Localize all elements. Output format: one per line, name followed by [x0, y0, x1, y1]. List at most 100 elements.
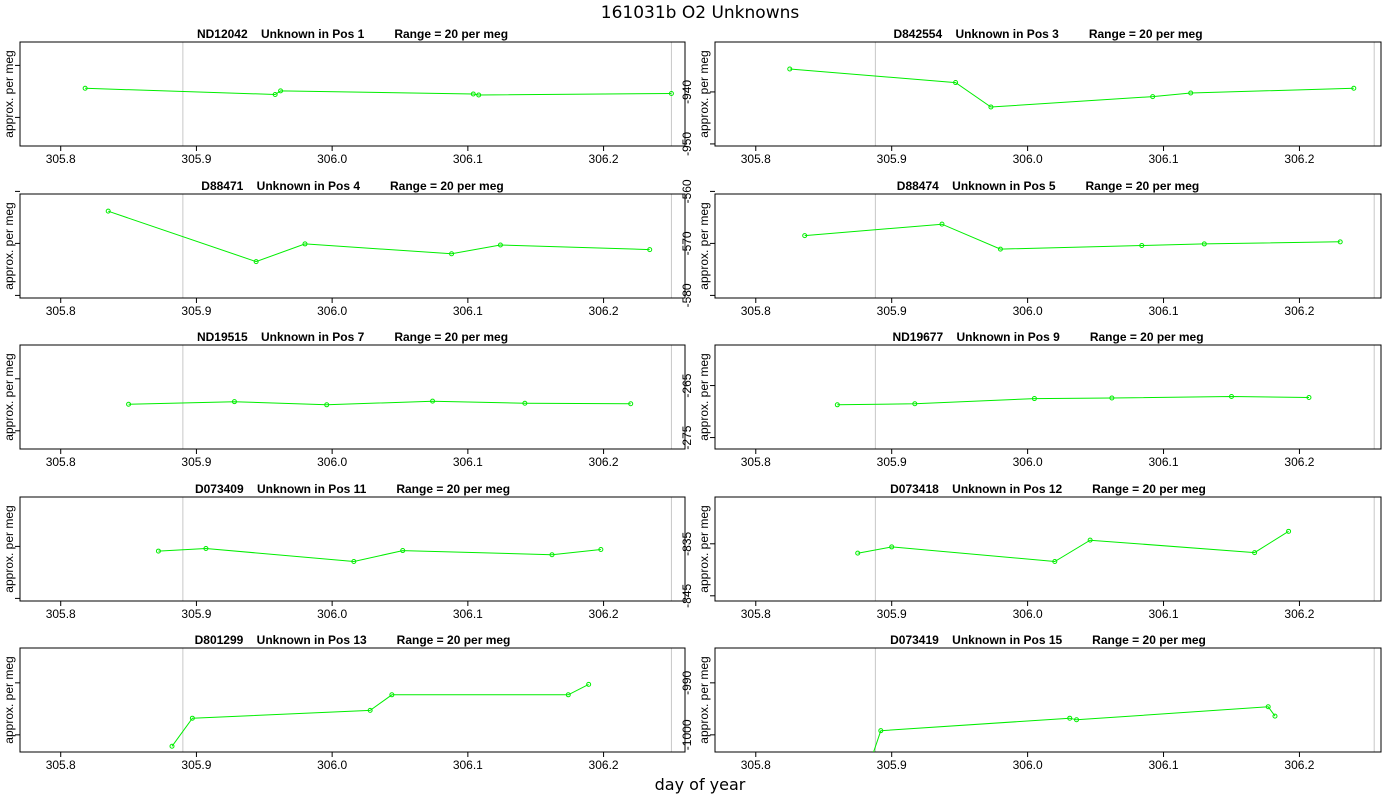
series-line	[108, 210, 650, 263]
chart-panel-9: D801299 Unknown in Pos 13 Range = 20 per…	[2, 633, 686, 772]
x-tick-label: 306.0	[317, 304, 347, 318]
panel-title: D88471 Unknown in Pos 4 Range = 20 per m…	[201, 179, 503, 193]
x-tick-label: 306.2	[1284, 152, 1314, 166]
x-tick-label: 306.0	[317, 455, 347, 469]
data-point	[389, 692, 395, 698]
data-point	[1067, 715, 1073, 721]
x-tick-label: 305.9	[181, 758, 211, 772]
x-tick-label: 305.8	[741, 758, 771, 772]
chart-panel-2: D842554 Unknown in Pos 3 Range = 20 per …	[680, 27, 1382, 166]
x-tick-label: 305.8	[741, 152, 771, 166]
data-point	[1286, 528, 1292, 534]
data-point	[522, 400, 528, 406]
y-axis-title: approx. per meg	[2, 505, 16, 592]
plot-frame	[19, 647, 686, 753]
chart-panel-8: D073418 Unknown in Pos 12 Range = 20 per…	[680, 482, 1382, 621]
data-point	[598, 547, 604, 553]
plot-frame	[714, 193, 1382, 299]
y-axis-title: approx. per meg	[2, 202, 16, 289]
x-tick-label: 306.1	[1149, 758, 1179, 772]
data-point	[189, 715, 195, 721]
data-point	[155, 548, 161, 554]
y-tick-label: -990	[680, 671, 694, 695]
data-point	[953, 80, 959, 86]
x-tick-label: 305.9	[181, 152, 211, 166]
data-point	[802, 233, 808, 239]
x-tick-label: 306.1	[453, 304, 483, 318]
x-tick-label: 305.9	[877, 455, 907, 469]
plot-frame	[714, 647, 1382, 753]
data-point	[1139, 242, 1145, 248]
x-tick-label: 306.2	[589, 304, 619, 318]
x-tick-label: 305.8	[46, 455, 76, 469]
x-tick-label: 306.1	[1149, 607, 1179, 621]
x-tick-label: 305.8	[46, 607, 76, 621]
data-point	[324, 402, 330, 408]
chart-panel-6: ND19677 Unknown in Pos 9 Range = 20 per …	[680, 330, 1382, 469]
x-tick-label: 306.1	[453, 152, 483, 166]
x-tick-label: 306.1	[1149, 152, 1179, 166]
x-tick-label: 306.2	[589, 455, 619, 469]
chart-panel-10: D073419 Unknown in Pos 15 Range = 20 per…	[680, 633, 1382, 772]
chart-panel-5: ND19515 Unknown in Pos 7 Range = 20 per …	[2, 330, 686, 469]
data-point	[1337, 239, 1343, 245]
y-tick-label: -950	[680, 132, 694, 156]
panel-title: ND19677 Unknown in Pos 9 Range = 20 per …	[892, 330, 1203, 344]
x-tick-label: 306.0	[1013, 304, 1043, 318]
data-point	[367, 707, 373, 713]
x-tick-label: 306.1	[453, 758, 483, 772]
y-axis-title: approx. per meg	[697, 656, 711, 743]
data-point	[400, 548, 406, 554]
panel-title: D073418 Unknown in Pos 12 Range = 20 per…	[890, 482, 1206, 496]
data-point	[628, 401, 634, 407]
data-point	[586, 681, 592, 687]
y-tick-label: -835	[680, 531, 694, 555]
y-tick-label: -940	[680, 80, 694, 104]
x-tick-label: 306.1	[1149, 455, 1179, 469]
data-point	[565, 692, 571, 698]
series-line	[85, 87, 672, 96]
x-tick-label: 306.0	[317, 152, 347, 166]
y-tick-label: -580	[680, 283, 694, 307]
plot-frame	[19, 41, 686, 147]
data-point	[988, 104, 994, 110]
data-point	[82, 85, 88, 91]
x-tick-label: 305.9	[877, 304, 907, 318]
data-point	[878, 728, 884, 734]
panel-title: D073419 Unknown in Pos 15 Range = 20 per…	[890, 633, 1206, 647]
panel-title: ND12042 Unknown in Pos 1 Range = 20 per …	[197, 27, 508, 41]
chart-panel-7: D073409 Unknown in Pos 11 Range = 20 per…	[2, 482, 686, 621]
x-tick-label: 306.2	[1284, 607, 1314, 621]
data-point	[430, 398, 436, 404]
series-line	[128, 400, 631, 406]
y-tick-label: -1000	[680, 719, 694, 750]
data-point	[105, 208, 111, 214]
x-tick-label: 306.0	[317, 758, 347, 772]
data-point	[549, 552, 555, 558]
y-axis-title: approx. per meg	[697, 505, 711, 592]
x-tick-label: 306.1	[453, 607, 483, 621]
x-tick-label: 305.8	[741, 607, 771, 621]
data-point	[855, 550, 861, 556]
data-point	[1087, 537, 1093, 543]
chart-panel-4: D88474 Unknown in Pos 5 Range = 20 per m…	[680, 179, 1382, 318]
x-tick-label: 306.2	[1284, 304, 1314, 318]
y-axis-title: approx. per meg	[697, 353, 711, 440]
panel-title: D801299 Unknown in Pos 13 Range = 20 per…	[195, 633, 511, 647]
data-point	[476, 92, 482, 98]
data-point	[169, 743, 175, 749]
data-point	[1150, 94, 1156, 100]
data-point	[1188, 90, 1194, 96]
series-line	[857, 530, 1289, 563]
y-axis-title: approx. per meg	[2, 50, 16, 137]
data-point	[997, 246, 1003, 252]
x-tick-label: 305.9	[181, 607, 211, 621]
x-tick-label: 305.8	[46, 758, 76, 772]
x-tick-label: 305.9	[877, 758, 907, 772]
page-title: 161031b O2 Unknowns	[600, 3, 800, 23]
y-tick-label: -560	[680, 179, 694, 203]
data-point	[272, 92, 278, 98]
x-tick-label: 305.8	[46, 152, 76, 166]
x-tick-label: 306.2	[589, 152, 619, 166]
